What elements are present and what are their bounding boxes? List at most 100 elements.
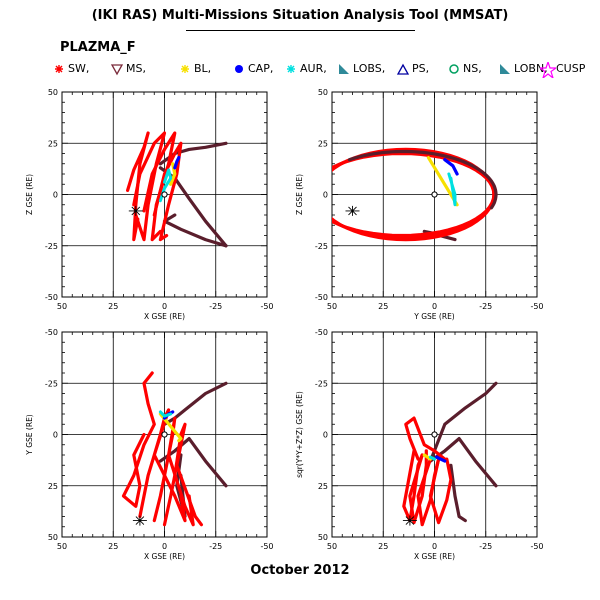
y-tick-label: -25 [315,379,328,388]
legend-label: LOBN, [514,62,548,75]
plot-area [402,381,498,527]
orbit-sw [132,131,167,242]
star-icon [540,62,556,78]
x-tick-label: -25 [479,542,492,551]
asterisk-icon [287,65,295,73]
orbit-ms [428,437,498,488]
x-tick-label: -50 [260,542,273,551]
orbit-sw [404,416,447,461]
x-tick-label: 25 [378,542,388,551]
plot-area [121,371,228,527]
y-tick-label: 50 [318,533,328,542]
triangle-down-icon [110,64,124,76]
x-tick-label: -25 [209,302,222,311]
y-tick-label: 25 [48,482,58,491]
chart-panel-3: 50 25 0 -25 -50 -50 -25 0 25 50 X GSE (RE) Y GSE (R… [25,328,274,561]
x-tick-label: 0 [432,542,437,551]
x-tick-label: -25 [479,302,492,311]
legend-label: PS, [412,62,430,75]
orbit-bl [158,412,183,443]
x-tick-label: 25 [108,302,118,311]
orbit-bl [422,453,432,461]
orbit-cap [435,455,447,463]
y-tick-label: -50 [315,293,328,302]
spacecraft-marker [132,515,147,526]
orbit-ms [162,381,228,426]
asterisk-icon [181,65,189,73]
x-tick-label: 0 [162,542,167,551]
x-tick-label: 0 [432,302,437,311]
earth-marker [431,431,438,438]
y-axis-label: sqr(Y*Y+Z*Z) GSE (RE) [295,391,304,478]
x-tick-label: -25 [209,542,222,551]
y-tick-label: -25 [45,242,58,251]
chart-panel-4: 50 25 0 -25 -50 -50 -25 0 25 50 X GSE (RE) sqr(Y*Y+… [295,328,544,561]
legend-label: CUSP [556,62,586,75]
legend-label: AUR, [300,62,327,75]
y-axis-label: Z GSE (RE) [25,174,34,215]
x-tick-label: 25 [108,542,118,551]
legend-label: SW, [68,62,90,75]
orbit-sw [126,131,150,242]
y-tick-label: -25 [315,242,328,251]
earth-marker [161,191,168,198]
y-tick-label: 0 [53,191,58,200]
earth-marker [431,191,438,198]
y-tick-label: 50 [48,533,58,542]
y-tick-label: -50 [315,328,328,337]
date-caption: October 2012 [250,563,350,578]
legend-label: MS, [126,62,146,75]
plot-area [126,131,228,248]
x-tick-label: 50 [327,302,337,311]
orbit-cap [173,156,181,170]
legend-label: CAP, [248,62,274,75]
orbit-ms [449,463,467,523]
mission-label: PLAZMA_F [60,40,136,55]
earth-marker [161,431,168,438]
spacecraft-marker [128,205,143,216]
x-axis-label: Y GSE (RE) [413,312,455,321]
y-tick-label: 0 [53,431,58,440]
spacecraft-marker [345,205,360,216]
y-tick-label: -50 [45,328,58,337]
flag-icon [339,64,349,74]
orbit-sw [121,371,156,508]
orbit-ms [428,381,498,463]
flag-icon [500,64,510,74]
title-underline [186,30,415,31]
legend-label: NS, [463,62,482,75]
x-tick-label: 0 [162,302,167,311]
orbit-sw [142,131,177,242]
dot-icon [235,65,243,73]
y-axis-label: Y GSE (RE) [25,414,34,456]
x-axis-label: X GSE (RE) [414,552,455,561]
x-tick-label: -50 [530,302,543,311]
spacecraft-marker [402,515,417,526]
x-axis-label: X GSE (RE) [144,552,185,561]
orbit-ms [162,213,228,248]
asterisk-icon [55,65,63,73]
triangle-up-icon [396,63,410,75]
y-tick-label: 50 [48,88,58,97]
y-axis-label: Z GSE (RE) [295,174,304,215]
orbit-ms [347,149,498,210]
x-tick-label: -50 [260,302,273,311]
legend: SW, MS, BL, CAP, AUR, LOBS, PS, NS, LOBN, CUSP [52,60,600,82]
orbit-aur [447,172,457,207]
legend-label: LOBS, [353,62,386,75]
y-tick-label: 0 [323,191,328,200]
legend-label: BL, [194,62,212,75]
orbit-sw [416,457,441,527]
orbit-sw [152,416,195,527]
page-title: (IKI RAS) Multi-Missions Situation Analy… [91,8,509,23]
y-tick-label: 25 [318,139,328,148]
y-tick-label: -50 [45,293,58,302]
y-tick-label: 0 [323,431,328,440]
plot-area [332,147,498,242]
x-tick-label: 50 [327,542,337,551]
orbit-sw [162,422,203,527]
y-tick-label: 25 [48,139,58,148]
orbit-cap [443,158,459,176]
